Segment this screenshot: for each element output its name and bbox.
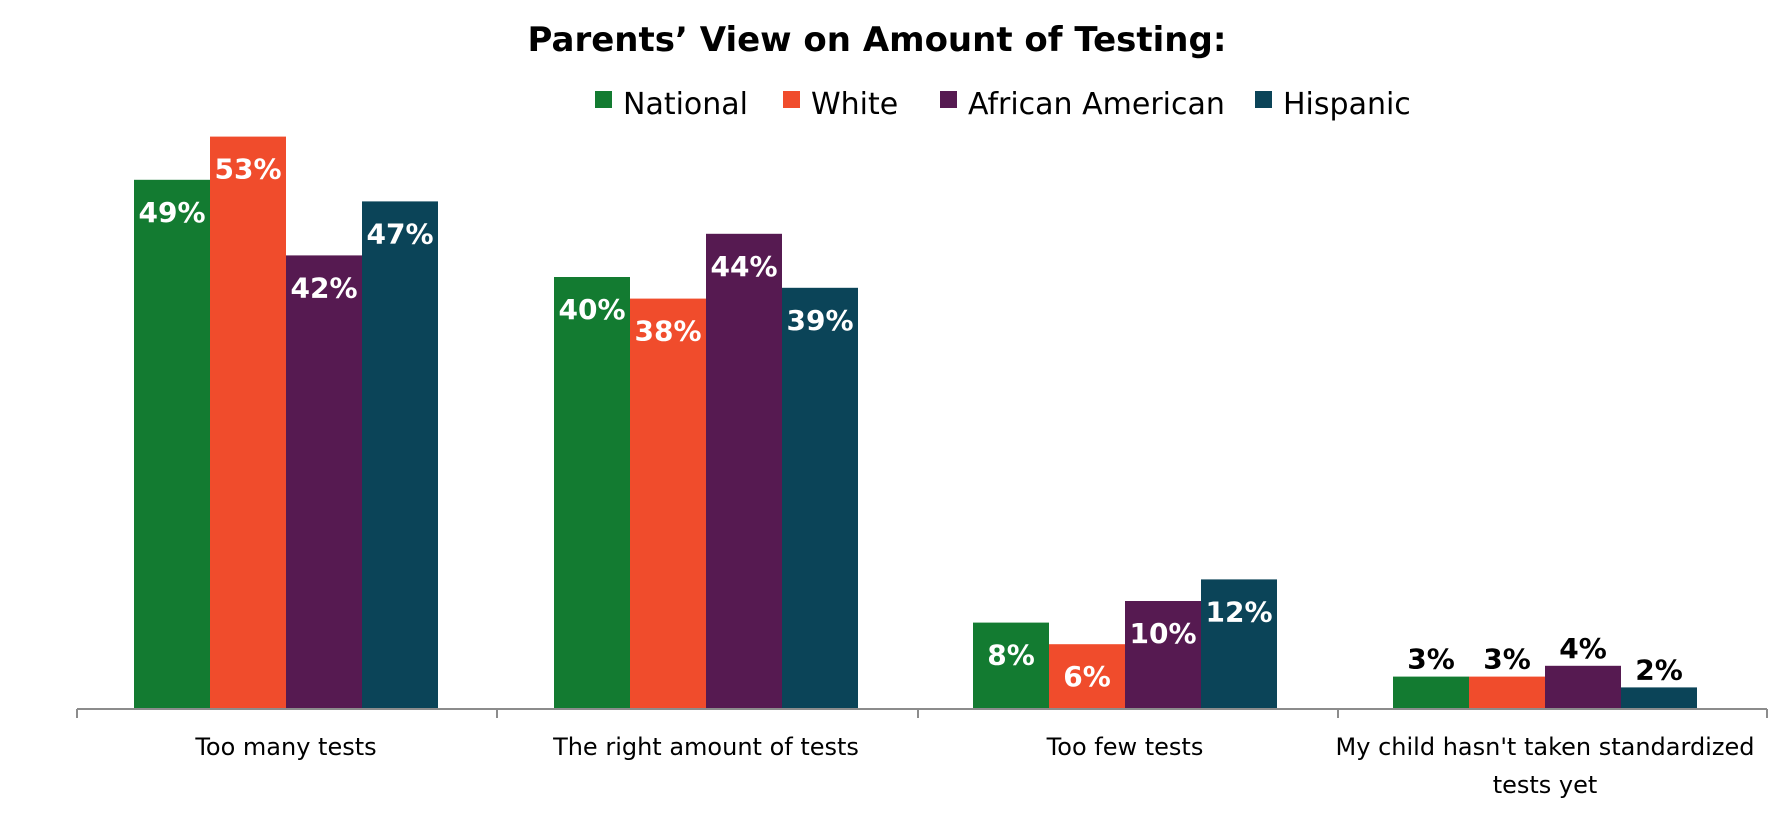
bar — [362, 201, 438, 709]
legend: National White African American Hispanic — [595, 87, 1411, 122]
bar — [210, 136, 286, 710]
data-label: 6% — [1063, 660, 1111, 693]
category-label: Too few tests — [1046, 733, 1204, 761]
data-label: 3% — [1407, 643, 1455, 676]
bar — [630, 298, 706, 709]
data-label: 39% — [786, 304, 853, 337]
bar — [134, 179, 210, 710]
bar — [1201, 579, 1277, 709]
bar — [1049, 644, 1125, 709]
bar — [1125, 601, 1201, 709]
data-label: 2% — [1635, 653, 1683, 686]
data-label: 49% — [138, 196, 205, 229]
legend-swatch-white — [783, 91, 800, 108]
x-axis — [76, 708, 1768, 718]
bar — [706, 233, 782, 710]
legend-swatch-national — [595, 91, 612, 108]
legend-label-african-american: African American — [968, 87, 1225, 122]
data-label: 42% — [290, 271, 357, 304]
bar — [782, 287, 858, 709]
data-label: 38% — [634, 315, 701, 348]
bar — [1621, 687, 1697, 709]
data-label: 47% — [366, 217, 433, 250]
category-label: My child hasn't taken standardized tests … — [1336, 733, 1755, 799]
legend-label-hispanic: Hispanic — [1283, 87, 1411, 122]
data-label: 3% — [1483, 643, 1531, 676]
legend-label-national: National — [623, 87, 748, 122]
data-label: 12% — [1205, 595, 1272, 628]
category-labels: Too many tests The right amount of tests T… — [194, 733, 1754, 799]
data-label: 53% — [214, 153, 281, 186]
bar — [1469, 676, 1545, 709]
bar — [1393, 676, 1469, 709]
data-label: 8% — [987, 639, 1035, 672]
chart-title: Parents’ View on Amount of Testing: — [528, 20, 1227, 60]
data-label: 4% — [1559, 632, 1607, 665]
category-label: Too many tests — [194, 733, 376, 761]
bars-group: 49% 53% 42% 47% 40% 38% 44% 39% 8% 6% 10% 12% 3% 3% 4%… — [134, 136, 1697, 710]
legend-label-white: White — [811, 87, 898, 122]
bar — [554, 277, 630, 709]
bar — [286, 255, 362, 709]
data-label: 44% — [710, 250, 777, 283]
data-label: 40% — [558, 293, 625, 326]
bar — [1545, 665, 1621, 709]
bar — [973, 622, 1049, 709]
legend-swatch-hispanic — [1255, 91, 1272, 108]
data-label: 10% — [1129, 617, 1196, 650]
category-label: The right amount of tests — [552, 733, 859, 761]
legend-swatch-african-american — [940, 91, 957, 108]
